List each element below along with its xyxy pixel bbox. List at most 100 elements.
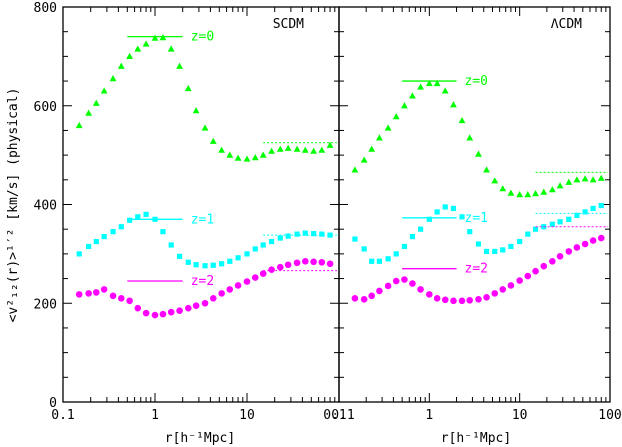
data-point [218,290,225,297]
data-point [573,176,581,183]
data-point [100,87,108,94]
data-point [110,229,116,235]
y-axis-label: <v²₁₂(r)>¹′² [km/s] (physical) [6,88,21,323]
data-point [310,258,317,266]
data-point [151,34,159,41]
data-point [384,282,392,290]
data-point [517,238,523,245]
data-point [369,258,375,264]
data-point [409,233,416,240]
data-point [566,216,572,222]
series-z1: z=1 [352,202,608,264]
data-point [491,177,499,184]
data-point [151,311,159,319]
data-point [85,290,92,297]
x-axis-label: r[h⁻¹Mpc] [441,431,511,446]
series-z1: z=1 [76,211,337,269]
data-point [540,188,548,195]
data-point [590,205,596,212]
data-point [360,296,368,303]
data-point [318,146,326,153]
data-point [589,237,597,244]
data-point [409,92,416,99]
data-point [384,124,392,131]
data-point [209,295,217,302]
data-point [184,84,192,92]
data-point [234,282,242,289]
data-point [401,276,408,283]
data-point [500,247,506,253]
data-point [185,259,191,265]
series-z2: z=2 [75,257,337,319]
data-point [100,286,108,293]
data-point [201,299,209,307]
data-point [507,189,515,196]
data-point [351,166,359,173]
data-point [540,262,548,270]
data-point [202,263,208,269]
data-point [393,251,399,257]
data-point [598,202,604,209]
data-point [192,107,200,114]
data-point [126,297,133,305]
data-point [426,216,432,222]
data-point [176,62,183,69]
data-point [226,286,234,293]
series-label: z=1 [191,212,214,227]
x-tick-label: 0.1 [331,408,354,423]
data-point [556,182,564,189]
data-point [582,209,588,215]
series-label: z=2 [465,262,488,277]
data-point [376,287,383,295]
data-point [417,286,424,293]
data-point [243,278,251,285]
plot-frame [338,6,611,403]
data-point [293,259,301,267]
data-point [565,178,573,185]
series-label: z=2 [191,274,214,289]
data-point [433,295,441,302]
data-point [75,121,83,129]
data-point [226,151,234,158]
series-z2: z=2 [351,226,608,305]
y-tick-label: 400 [34,199,57,214]
data-point [417,226,424,232]
data-point [548,186,556,193]
data-point [525,231,531,237]
y-tick-label: 200 [34,297,57,312]
data-point [260,242,266,248]
data-point [549,257,556,265]
data-point [167,45,175,52]
data-point [243,155,251,162]
data-point [532,190,539,197]
data-point [268,266,275,273]
data-point [193,262,199,268]
data-point [117,62,125,69]
data-point [392,113,400,120]
data-point [466,296,474,304]
data-point [326,141,334,148]
x-tick-label: 0.1 [51,408,74,423]
panel-title: SCDM [273,17,304,32]
data-point [450,101,457,108]
data-point [409,280,416,287]
data-point [392,277,400,285]
data-point [135,214,141,220]
x-tick-label: 100 [598,408,621,423]
data-point [433,79,441,87]
data-point [573,244,581,251]
data-point [352,236,358,242]
data-point [101,233,107,240]
data-point [475,241,482,247]
data-point [351,295,359,302]
data-point [516,277,523,284]
data-point [326,260,334,268]
plot-frame [62,6,340,403]
data-point [302,230,308,236]
data-point [160,229,166,235]
x-tick-label: 0.1 [323,408,346,423]
data-point [268,147,275,154]
data-point [492,248,498,255]
data-point [375,134,383,141]
data-point [126,52,134,59]
